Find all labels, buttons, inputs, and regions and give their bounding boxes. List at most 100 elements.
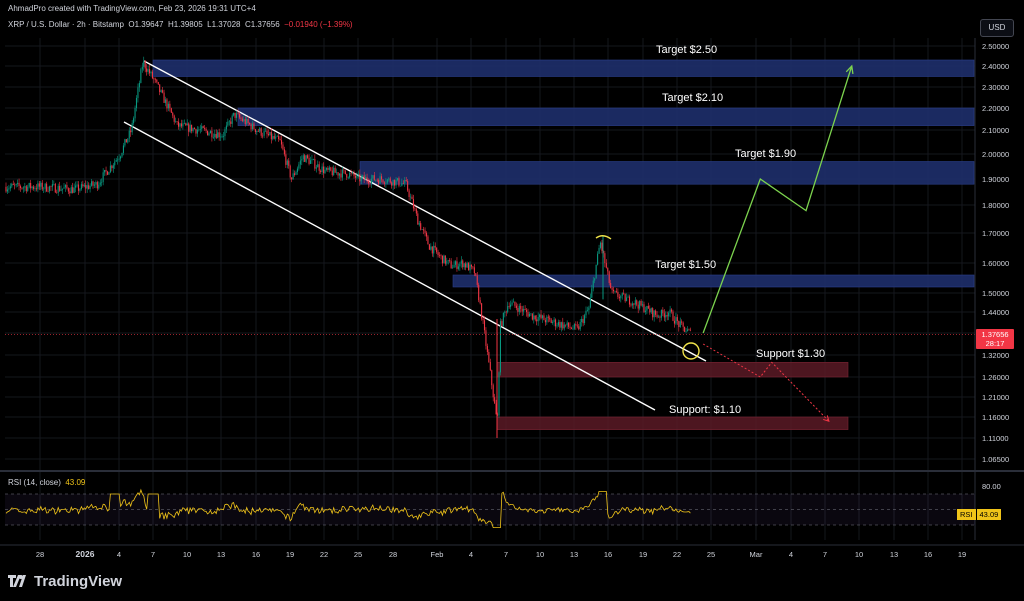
candle-body (276, 136, 278, 137)
candle-body (481, 303, 483, 319)
ohlc-low-label: L (207, 20, 212, 29)
candle-body (631, 303, 633, 306)
candle-body (238, 113, 240, 118)
candle-body (250, 124, 252, 130)
candle-body (405, 180, 407, 182)
candle-body (518, 305, 520, 312)
price-axis: 2.50000 2.40000 2.30000 2.20000 2.10000 2.000… (974, 38, 1009, 540)
candle-body (423, 229, 425, 231)
target-zone (237, 107, 975, 126)
candle-body (9, 186, 11, 189)
candle-body (296, 168, 298, 172)
time-axis-label: 19 (639, 550, 647, 559)
candle-body (679, 321, 681, 328)
candle-body (421, 229, 423, 231)
price-axis-label: 2.20000 (982, 104, 1009, 113)
candle-body (463, 263, 465, 268)
annotation-target-190: Target $1.90 (735, 148, 797, 160)
candle-body (601, 242, 603, 251)
candle-body (610, 283, 612, 289)
candle-body (531, 313, 533, 320)
candle-body (647, 305, 649, 309)
tradingview-logo[interactable]: TradingView (8, 573, 122, 590)
candle-body (556, 325, 558, 327)
candle-body (188, 123, 190, 132)
candle-body (217, 132, 219, 139)
candle-body (579, 322, 581, 330)
candle-body (124, 139, 126, 146)
candle-body (63, 187, 65, 189)
candle-body (104, 170, 106, 173)
candle-body (454, 261, 457, 265)
candle-body (595, 264, 597, 279)
candle-body (576, 325, 578, 327)
candle-body (318, 164, 320, 171)
candle-body (73, 187, 75, 193)
candle-body (466, 263, 468, 268)
candle-body (347, 177, 349, 179)
candle-body (630, 304, 632, 306)
candle-body (340, 173, 342, 178)
candle-body (652, 308, 654, 318)
ohlc-high: 1.39805 (173, 20, 203, 29)
candle-body (575, 324, 577, 326)
candle-body (75, 185, 77, 188)
candle-body (144, 61, 146, 69)
candle-body (346, 173, 348, 178)
candle-body (498, 372, 500, 416)
tradingview-logo-icon (8, 574, 26, 587)
candle-body (582, 318, 584, 324)
candle-body (130, 130, 132, 133)
time-axis: 28 2026 4 7 10 13 16 19 22 25 28 Feb 4 7 10 13 16 19 22 25 M… (36, 549, 966, 559)
symbol-label[interactable]: XRP / U.S. Dollar · 2h · Bitstamp (8, 20, 124, 29)
candle-body (93, 184, 95, 186)
candle-body (21, 187, 23, 189)
candle-body (594, 278, 596, 281)
candle-body (673, 320, 675, 324)
candle-body (369, 183, 371, 185)
candle-body (64, 185, 66, 188)
candle-body (675, 317, 677, 324)
candle-body (220, 136, 222, 138)
wick-top-marker (595, 235, 612, 240)
candle-body (398, 178, 400, 186)
candle-body (537, 317, 539, 322)
candle-body (70, 187, 72, 194)
candle-body (470, 264, 472, 267)
candle-body (77, 184, 80, 191)
price-axis-label: 2.10000 (982, 126, 1009, 135)
candle-body (510, 304, 512, 307)
candle-body (379, 176, 381, 184)
candle-body (254, 129, 256, 133)
candle-body (665, 315, 667, 318)
candle-body (636, 300, 638, 305)
candle-body (162, 90, 164, 93)
time-axis-label: 22 (320, 550, 328, 559)
candle-body (383, 182, 385, 184)
candle-body (231, 115, 233, 124)
support-zone (496, 362, 849, 378)
candle-body (618, 296, 620, 299)
candle-body (366, 177, 368, 181)
currency-button[interactable]: USD (980, 19, 1014, 37)
candle-body (154, 79, 156, 80)
candle-body (50, 186, 52, 187)
candle-body (534, 315, 536, 320)
candle-body (373, 175, 375, 181)
candle-body (179, 123, 181, 127)
candle-body (689, 329, 691, 331)
current-price-tag: 1.37656 28:17 (976, 329, 1014, 349)
candle-body (637, 304, 639, 309)
candle-body (227, 121, 229, 126)
rsi-tag-label: RSI (957, 509, 976, 520)
candle-body (153, 78, 155, 80)
candle-body (109, 165, 111, 173)
candle-body (628, 296, 631, 305)
candle-body (243, 119, 245, 122)
candle-body (195, 129, 197, 134)
time-axis-label: 4 (117, 550, 121, 559)
candle-body (98, 184, 100, 189)
candle-body (106, 171, 109, 175)
candle-body (46, 183, 48, 192)
